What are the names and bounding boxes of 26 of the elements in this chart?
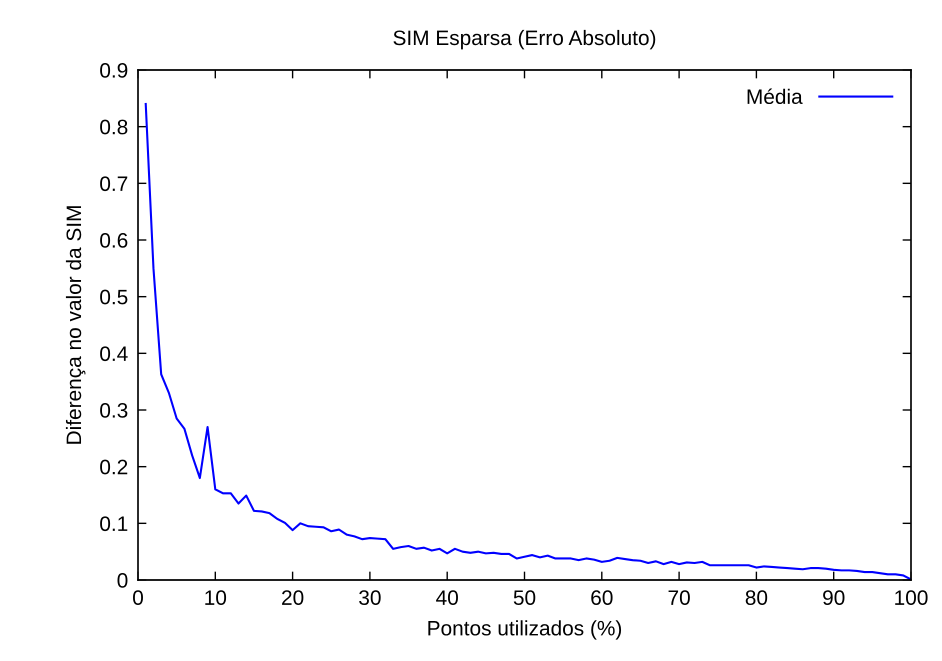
x-tick-label: 100 — [895, 590, 928, 606]
y-tick-label: 0.9 — [100, 63, 128, 78]
line-series — [144, 102, 911, 580]
x-tick-label: 30 — [359, 590, 381, 606]
x-tick-label: 20 — [282, 590, 304, 606]
y-axis-title: Diferença no valor da SIM — [66, 206, 86, 444]
y-tick-label: 0.4 — [100, 346, 128, 362]
y-tick-label: 0.5 — [100, 290, 128, 304]
x-tick-label: 70 — [668, 590, 690, 606]
x-tick-label: 50 — [514, 590, 536, 606]
x-tick-label: 40 — [436, 590, 458, 606]
y-tick-label: 0 — [118, 573, 128, 588]
x-tick-label: 0 — [133, 590, 143, 606]
x-tick-label: 80 — [746, 590, 768, 606]
y-tick-label: 0.2 — [100, 460, 128, 474]
x-tick-label: 10 — [205, 590, 226, 606]
y-tick-label: 0.7 — [100, 176, 128, 192]
legend-label: Média — [748, 88, 803, 104]
y-tick-label: 0.3 — [100, 403, 128, 418]
y-tick-label: 0.1 — [100, 516, 128, 532]
x-tick-label: 60 — [591, 590, 613, 606]
y-tick-label: 0.6 — [100, 233, 128, 248]
x-tick-label: 90 — [823, 590, 844, 606]
x-axis-title: Pontos utilizados (%) — [428, 620, 622, 640]
y-tick-label: 0.8 — [100, 120, 128, 134]
chart-title: SIM Esparsa (Erro Absoluto) — [393, 30, 656, 50]
